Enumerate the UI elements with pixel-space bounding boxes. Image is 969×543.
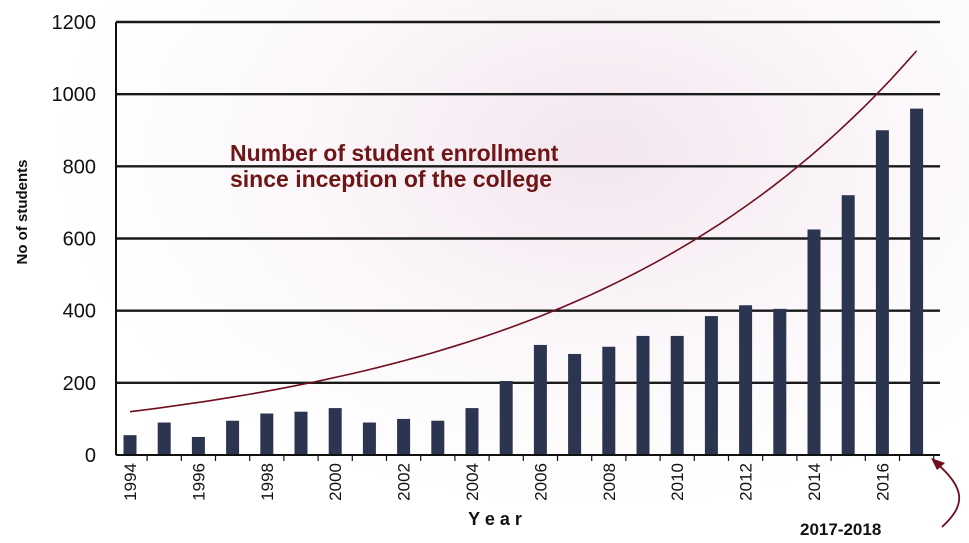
callout-label: 2017-2018 [800,520,881,539]
annotation-line-2: since inception of the college [230,166,552,192]
x-axis-ticks: 1994 1996 1998 2000 2002 2004 2006 2008 2010 2012… [121,455,935,501]
callout-arrowhead [931,458,945,470]
bar-1997 [226,420,240,455]
callout-arrow [934,461,961,528]
grid-lines [116,20,940,385]
bar-2005 [499,381,513,455]
x-tick-label-1998: 1998 [258,463,277,501]
bar-2017 [910,108,924,455]
y-tick-label-400: 400 [63,301,96,323]
bar-2001 [362,422,376,455]
y-tick-label-200: 200 [63,373,96,395]
bar-2003 [431,420,445,455]
x-tick-label-2016: 2016 [873,463,892,501]
x-tick-label-1994: 1994 [121,463,140,501]
bar-2008 [602,346,616,455]
bars [123,108,924,455]
bar-2004 [465,408,479,455]
x-tick-label-2006: 2006 [531,463,550,501]
annotation-line-1: Number of student enrollment [230,140,559,166]
x-tick-label-2000: 2000 [326,463,345,501]
bar-2011 [704,316,718,455]
bar-1999 [294,411,308,455]
bar-2014 [807,229,821,455]
bar-1996 [191,436,205,455]
y-tick-label-0: 0 [85,445,96,467]
bar-2010 [670,335,684,455]
y-tick-label-1200: 1200 [52,12,97,34]
x-tick-label-2010: 2010 [668,463,687,501]
bar-2009 [636,335,650,455]
bar-1994 [123,435,137,455]
y-tick-label-600: 600 [63,229,96,251]
bar-2006 [533,344,547,455]
x-tick-label-1996: 1996 [189,463,208,501]
bar-2015 [841,195,855,455]
bar-1998 [260,413,274,455]
y-tick-label-1000: 1000 [52,84,97,106]
bar-2007 [568,353,582,455]
bar-2000 [328,408,342,455]
bar-2002 [397,418,411,455]
bar-2012 [739,305,753,455]
bar-1995 [157,422,171,455]
y-axis-label: No of students [14,160,31,265]
bar-2016 [875,130,889,455]
bar-2013 [773,308,787,455]
y-tick-label-800: 800 [63,156,96,178]
y-axis-ticks: 0 200 400 600 800 1000 1200 [52,12,97,467]
trend-curve [129,50,918,413]
x-axis-label: Y e a r [468,509,522,529]
x-tick-label-2012: 2012 [737,463,756,501]
x-tick-label-2002: 2002 [395,463,414,501]
x-tick-label-2008: 2008 [600,463,619,501]
x-tick-label-2004: 2004 [463,463,482,501]
x-tick-label-2014: 2014 [805,463,824,501]
